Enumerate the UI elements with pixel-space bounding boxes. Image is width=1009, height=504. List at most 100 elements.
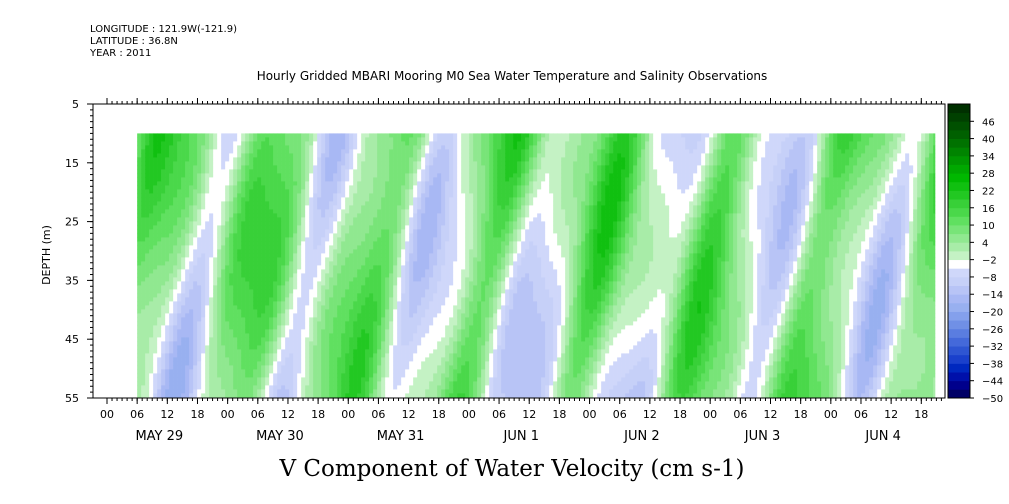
x-axis: 00 06 12 18 00 06 12 18 00 06 12 18 00 06 12 18 00 06 12 18… [100,98,942,444]
colorbar-swatch [948,216,970,226]
colorbar-swatch [948,380,970,390]
x-tick-label: 00 [341,408,355,421]
heatmap-cells [137,133,936,399]
colorbar-swatch [948,112,970,122]
colorbar-swatch [948,199,970,209]
colorbar-swatch [948,104,970,114]
colorbar-swatch [948,354,970,364]
x-tick-label: 00 [703,408,717,421]
colorbar-swatch [948,285,970,295]
colorbar-label: −50 [982,394,1003,405]
x-tick-label: 18 [914,408,928,421]
colorbar-swatch [948,294,970,304]
colorbar-swatch [948,129,970,139]
x-tick-label: 00 [583,408,597,421]
x-tick-label: 06 [854,408,868,421]
x-tick-label: 18 [552,408,566,421]
colorbar-swatch [948,181,970,191]
x-tick-label: 12 [281,408,295,421]
x-day-label: MAY 30 [256,429,304,444]
colorbar-label: −14 [982,290,1003,301]
x-tick-label: 06 [371,408,385,421]
x-tick-label: 12 [884,408,898,421]
x-tick-label: 12 [522,408,536,421]
chart-title: Hourly Gridded MBARI Mooring M0 Sea Wate… [257,69,768,83]
y-tick-label: 5 [72,98,79,111]
x-tick-label: 00 [221,408,235,421]
y-tick-label: 35 [65,274,79,287]
colorbar-swatch [948,372,970,382]
colorbar-label: 10 [982,221,995,232]
colorbar-swatch [948,242,970,252]
variable-title: V Component of Water Velocity (cm s-1) [279,456,745,482]
colorbar-swatch [948,259,970,269]
colorbar-swatch [948,251,970,261]
colorbar-label: −38 [982,359,1003,370]
x-day-label: MAY 31 [377,429,425,444]
colorbar-swatch [948,389,970,399]
colorbar-label: 34 [982,152,995,163]
y-tick-label: 15 [65,157,79,170]
colorbar-swatch [948,337,970,347]
x-day-label: JUN 4 [864,429,900,444]
colorbar-swatch [948,155,970,165]
colorbar-swatch [948,164,970,174]
x-tick-label: 06 [613,408,627,421]
colorbar-swatch [948,268,970,278]
year-label: YEAR : 2011 [90,48,152,59]
y-tick-label: 55 [65,392,79,405]
colorbar-swatch [948,320,970,330]
latitude-label: LATITUDE : 36.8N [90,36,178,47]
colorbar-swatch [948,121,970,131]
colorbar-swatch [948,328,970,338]
x-day-label: JUN 3 [744,429,780,444]
colorbar-swatch [948,138,970,148]
x-tick-label: 12 [402,408,416,421]
x-tick-label: 18 [432,408,446,421]
colorbar-label: −8 [982,273,997,284]
colorbar-label: 40 [982,135,995,146]
colorbar-swatch [948,276,970,286]
x-tick-label: 18 [673,408,687,421]
colorbar-label: −20 [982,308,1003,319]
x-tick-label: 12 [643,408,657,421]
x-tick-label: 18 [794,408,808,421]
colorbar-label: 16 [982,204,995,215]
colorbar-label: −32 [982,342,1003,353]
x-tick-label: 00 [824,408,838,421]
x-tick-label: 18 [311,408,325,421]
colorbar-label: 28 [982,169,995,180]
colorbar-swatch [948,190,970,200]
x-tick-label: 18 [190,408,204,421]
x-tick-label: 06 [733,408,747,421]
longitude-label: LONGITUDE : 121.9W(-121.9) [90,24,237,35]
x-day-label: JUN 1 [502,429,538,444]
colorbar-label: −2 [982,256,997,267]
colorbar-swatch [948,225,970,235]
colorbar-label: −44 [982,377,1003,388]
x-tick-label: 00 [100,408,114,421]
colorbar-swatch [948,147,970,157]
x-tick-label: 06 [492,408,506,421]
x-tick-label: 00 [462,408,476,421]
colorbar-label: −26 [982,325,1003,336]
colorbar: 46 40 34 28 22 16 10 4 −2 −8 −14 −20 −26 −32 −38 −44 −50 [947,103,1003,405]
x-day-label: JUN 2 [623,429,659,444]
y-axis-label: DEPTH (m) [40,225,53,285]
colorbar-swatch [948,173,970,183]
plot-area [92,103,946,399]
colorbar-swatch [948,363,970,373]
y-tick-label: 45 [65,333,79,346]
colorbar-swatch [948,311,970,321]
colorbar-label: 4 [982,238,988,249]
y-axis: 5 15 25 35 45 55 [65,98,93,405]
x-tick-label: 06 [130,408,144,421]
colorbar-swatch [948,233,970,243]
colorbar-swatch [948,302,970,312]
x-day-label: MAY 29 [135,429,183,444]
x-tick-label: 06 [251,408,265,421]
colorbar-swatch [948,207,970,217]
colorbar-label: 22 [982,186,995,197]
colorbar-label: 46 [982,117,995,128]
